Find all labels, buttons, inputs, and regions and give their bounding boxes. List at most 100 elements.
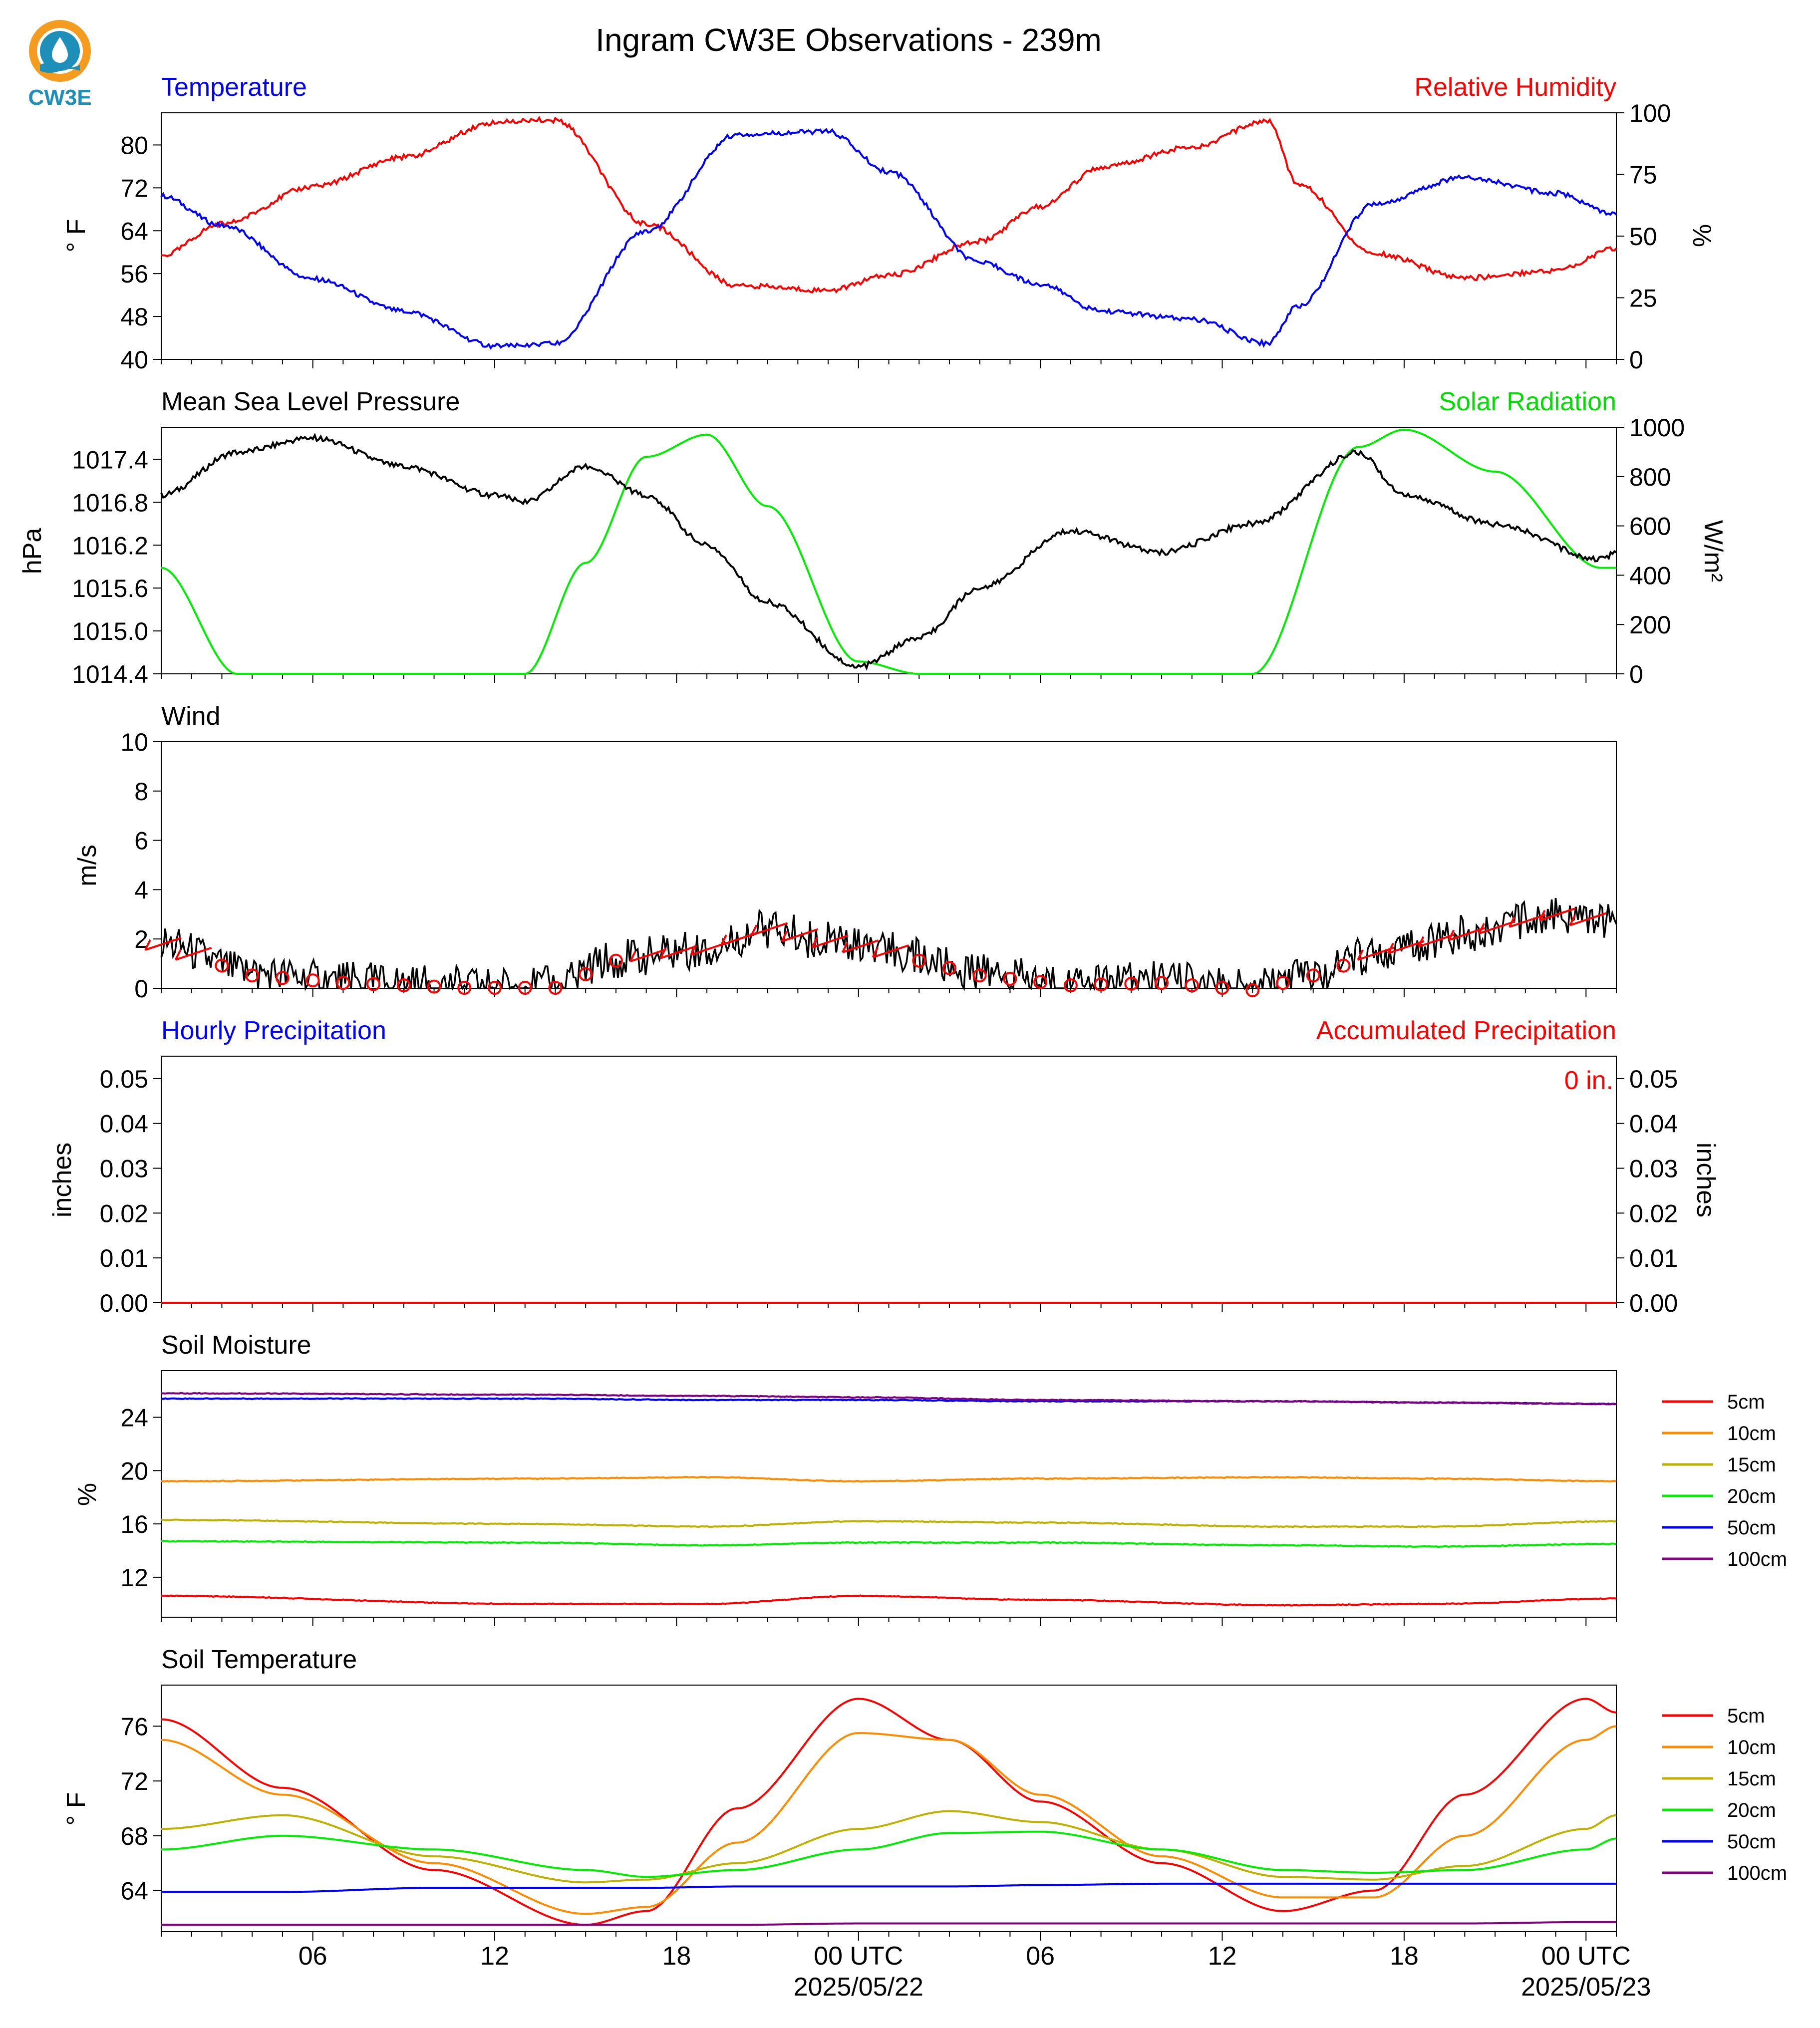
wind-barb <box>1509 914 1546 928</box>
pressure-y-tick-label: 1016.8 <box>72 489 148 517</box>
hourly-precip-y-tick-label: 0.01 <box>100 1244 148 1272</box>
soil-moisture-y-tick-label: 12 <box>120 1564 148 1592</box>
x-date-label: 2025/05/22 <box>794 1973 923 2002</box>
wind-y-tick-label: 6 <box>134 827 148 855</box>
soil-moisture-y-tick-label: 20 <box>120 1457 148 1485</box>
soil-moisture-panel: Soil Moisture % 12 16 20 24 <box>73 1331 1617 1626</box>
hourly-precip-y-tick-label: 0.03 <box>100 1155 148 1183</box>
calm-wind-marker <box>1094 977 1108 992</box>
wind-barb <box>1569 912 1606 926</box>
soil-temperature-panel-frame <box>161 1685 1617 1932</box>
wind-barb <box>1418 933 1455 948</box>
wind-barb-flag <box>1478 923 1485 934</box>
calm-wind-marker <box>972 968 987 983</box>
x-tick-label: 18 <box>1390 1942 1419 1971</box>
calm-wind-marker <box>608 953 623 968</box>
soil-moisture-10cm-line <box>161 1475 1617 1483</box>
calm-wind-marker <box>1306 968 1320 983</box>
calm-wind-marker <box>1336 958 1351 973</box>
calm-wind-marker <box>215 958 229 973</box>
wind-barb <box>145 937 182 951</box>
wind-barb-flag <box>174 949 182 960</box>
wind-barb <box>872 944 910 958</box>
accum-precip-y-tick-label: 0.00 <box>1629 1289 1678 1317</box>
figure-title: Ingram CW3E Observations - 239m <box>596 22 1102 58</box>
x-tick-label: 12 <box>480 1942 509 1971</box>
solar-radiation-line <box>161 428 1616 675</box>
wind-barb-flag <box>1569 914 1576 926</box>
accumulated-precipitation-title: Accumulated Precipitation <box>1316 1016 1616 1045</box>
wind-y-tick-label: 4 <box>134 876 148 904</box>
humidity-y-tick-label: 100 <box>1629 99 1671 127</box>
soil-temperature-20cm-line <box>161 1830 1617 1878</box>
legend-label: 50cm <box>1727 1831 1776 1853</box>
soil-temperature-y-tick-label: 64 <box>120 1877 148 1905</box>
soil-moisture-legend: 5cm 10cm 15cm 20cm 50cm 100cm <box>1662 1391 1787 1570</box>
relative-humidity-line <box>161 115 1617 294</box>
soil-temperature-panel: Soil Temperature ° F 64 68 72 76 <box>62 1645 1617 1941</box>
temperature-panel-frame <box>161 112 1617 360</box>
wind-barb-flag <box>1387 942 1394 954</box>
solar-y-tick-label: 200 <box>1629 611 1671 639</box>
x-tick-label: 00 UTC <box>1541 1942 1631 1971</box>
cw3e-logo-graphic: CW3E <box>28 20 92 110</box>
calm-wind-marker <box>245 968 260 983</box>
calm-wind-marker <box>942 961 956 975</box>
wind-barb-flag <box>811 937 818 948</box>
wind-barb <box>842 939 879 953</box>
calm-wind-marker <box>1245 983 1260 997</box>
soil-temperature-50cm-line <box>161 1882 1616 1893</box>
temperature-humidity-panel: Temperature Relative Humidity ° F % 40 48… <box>62 73 1716 374</box>
soil-moisture-title: Soil Moisture <box>161 1331 311 1360</box>
pressure-panel-frame <box>161 427 1617 674</box>
legend-label: 50cm <box>1727 1517 1776 1539</box>
temperature-title: Temperature <box>161 73 307 102</box>
calm-wind-marker <box>336 976 350 990</box>
calm-wind-marker <box>912 953 926 968</box>
calm-wind-marker <box>427 979 441 994</box>
x-tick-label: 06 <box>299 1942 327 1971</box>
hourly-precipitation-title: Hourly Precipitation <box>161 1016 386 1045</box>
wind-y-tick-label: 10 <box>120 728 148 756</box>
accum-precip-y-tick-label: 0.04 <box>1629 1110 1678 1138</box>
hourly-precip-y-tick-label: 0.02 <box>100 1199 148 1227</box>
x-tick-label: 06 <box>1026 1942 1055 1971</box>
wind-barb <box>812 934 849 949</box>
pressure-title: Mean Sea Level Pressure <box>161 387 460 416</box>
x-date-label: 2025/05/23 <box>1521 1973 1651 2002</box>
pressure-solar-panel: Mean Sea Level Pressure Solar Radiation … <box>18 387 1728 688</box>
wind-barb-flag <box>1417 936 1425 947</box>
wind-barb <box>175 946 212 961</box>
wind-barb-flag <box>781 930 788 942</box>
wind-barb-flag <box>750 924 758 936</box>
wind-barb-flag <box>1538 909 1546 921</box>
calm-wind-marker <box>1033 975 1048 989</box>
calm-wind-marker <box>488 981 502 995</box>
wind-barb-flag <box>1448 929 1455 941</box>
legend-label: 15cm <box>1727 1768 1776 1790</box>
soil-temperature-5cm-line <box>161 1698 1617 1926</box>
wind-barb <box>781 928 818 942</box>
calm-wind-marker <box>1155 976 1169 990</box>
pressure-y-tick-label: 1017.4 <box>72 446 148 474</box>
temperature-y-tick-label: 56 <box>120 260 148 288</box>
legend-label: 5cm <box>1727 1391 1765 1413</box>
solar-y-tick-label: 600 <box>1629 513 1671 541</box>
wind-barb <box>660 945 697 959</box>
wind-barb <box>690 942 727 956</box>
hourly-precip-y-tick-label: 0.04 <box>100 1110 148 1138</box>
legend-label: 10cm <box>1727 1737 1776 1758</box>
accum-precip-y-tick-label: 0.03 <box>1629 1155 1678 1183</box>
calm-wind-marker <box>1185 978 1199 993</box>
wind-barb-flag <box>841 942 849 953</box>
wind-barb-flag <box>629 951 636 962</box>
x-tick-label: 00 UTC <box>814 1942 903 1971</box>
temperature-y-tick-label: 72 <box>120 174 148 202</box>
wind-ylabel: m/s <box>73 845 102 886</box>
soil-temperature-y-tick-label: 76 <box>120 1713 148 1740</box>
hourly-precip-y-tick-label: 0.05 <box>100 1065 148 1093</box>
pressure-ylabel: hPa <box>18 528 47 575</box>
cw3e-logo: CW3E <box>20 15 100 110</box>
wind-barb-flag <box>872 947 879 958</box>
